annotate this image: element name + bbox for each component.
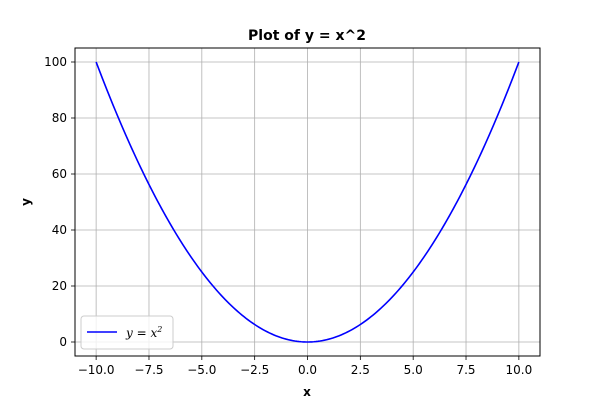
x-axis-label: x xyxy=(303,385,311,399)
y-tick-label: 80 xyxy=(52,111,67,125)
chart-title: Plot of y = x^2 xyxy=(248,28,366,44)
y-tick-label: 20 xyxy=(52,279,67,293)
x-tick-label: 5.0 xyxy=(404,363,423,377)
x-tick-label: 7.5 xyxy=(456,363,475,377)
y-tick-label: 0 xyxy=(59,335,67,349)
legend-entry: y = x2 xyxy=(125,325,162,340)
series-lines xyxy=(95,61,520,343)
y-tick-label: 60 xyxy=(52,167,67,181)
y-axis-ticks: 0 20 40 60 80 100 xyxy=(44,55,75,349)
y-tick-label: 40 xyxy=(52,223,67,237)
x-tick-label: −2.5 xyxy=(240,363,269,377)
legend-entry-base: y = x xyxy=(125,326,157,340)
y-axis-label: y xyxy=(19,198,33,206)
x-tick-label: 2.5 xyxy=(351,363,370,377)
x-tick-label: −5.0 xyxy=(187,363,216,377)
legend-box xyxy=(80,315,174,350)
x-axis-ticks: −10.0 −7.5 −5.0 −2.5 0.0 2.5 5.0 7.5 10.0 xyxy=(78,356,532,377)
x-tick-label: 10.0 xyxy=(506,363,533,377)
y-tick-label: 100 xyxy=(44,55,67,69)
x-tick-label: 0.0 xyxy=(298,363,317,377)
x-tick-label: −7.5 xyxy=(134,363,163,377)
x-tick-label: −10.0 xyxy=(78,363,115,377)
legend: y = x2 xyxy=(80,315,174,350)
series-line xyxy=(95,61,520,343)
legend-entry-exponent: 2 xyxy=(156,325,162,334)
